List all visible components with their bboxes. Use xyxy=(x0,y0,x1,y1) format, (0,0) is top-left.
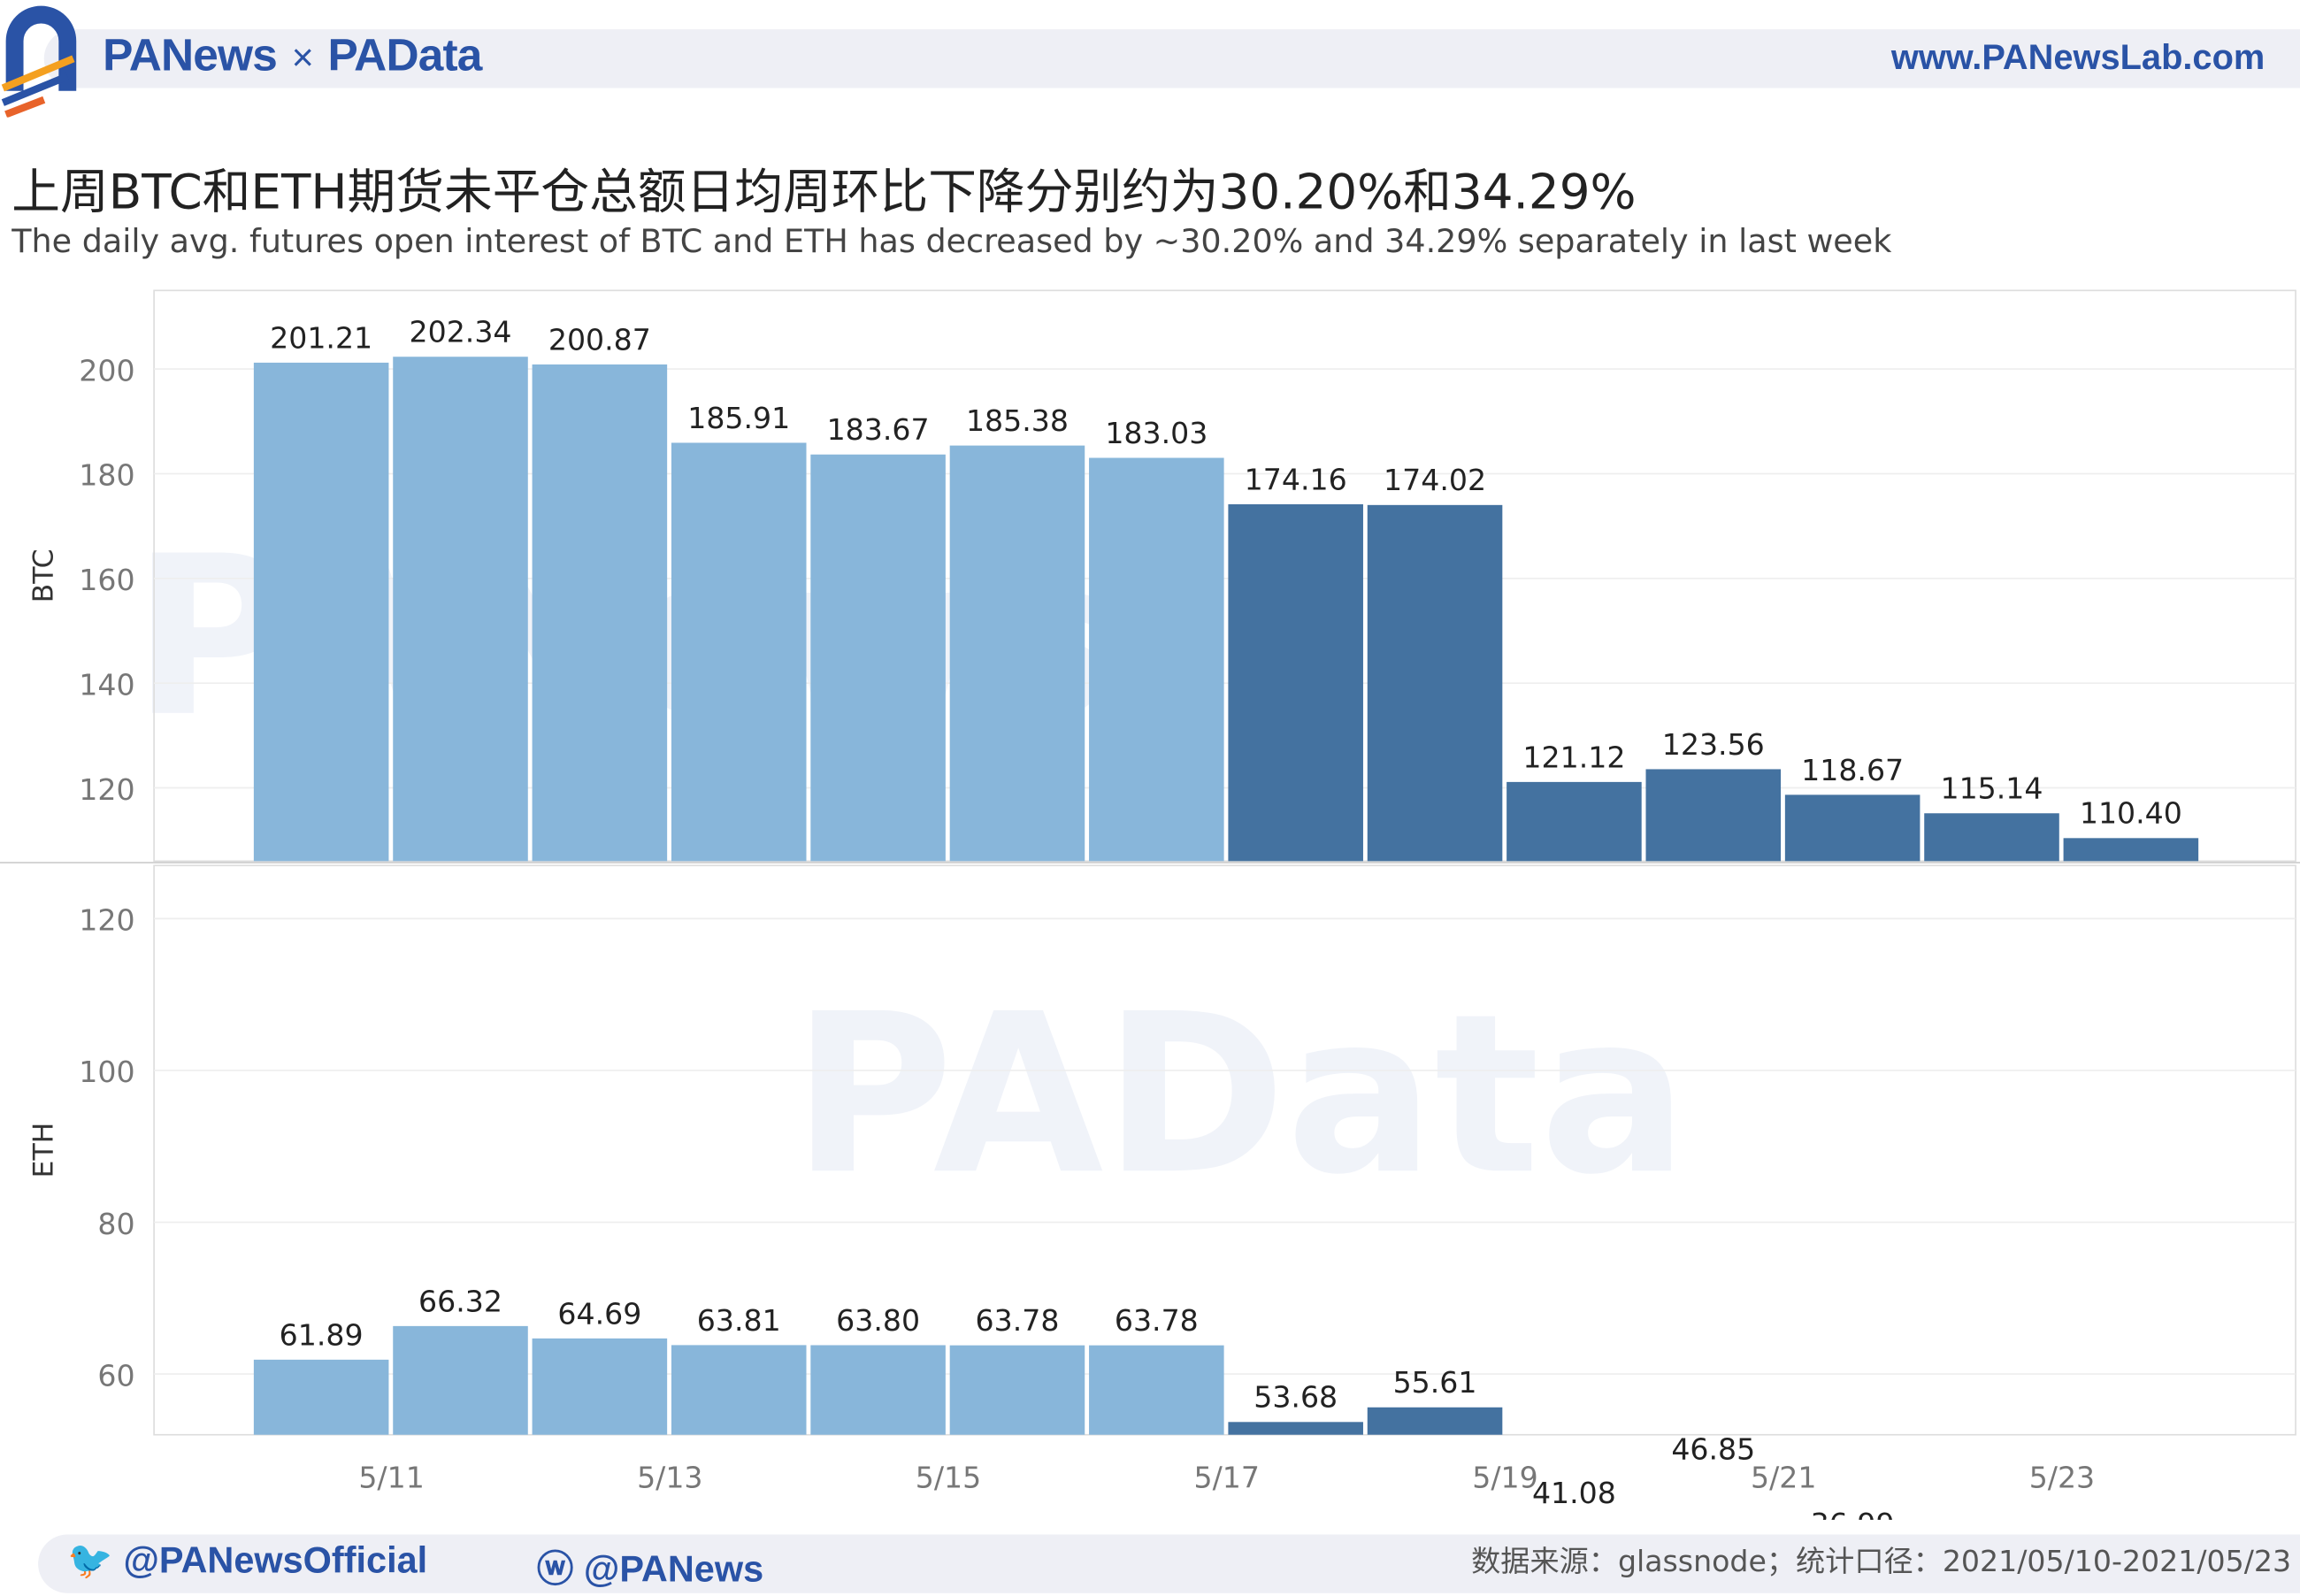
data-label: 64.69 xyxy=(557,1296,641,1331)
chart-subtitle: The daily avg. futures open interest of … xyxy=(12,224,1892,262)
data-label: 185.91 xyxy=(687,401,790,435)
data-label: 174.16 xyxy=(1245,462,1347,496)
data-label: 53.68 xyxy=(1254,1380,1338,1415)
data-label: 121.12 xyxy=(1522,740,1625,774)
bar-btc-5/20 xyxy=(1645,769,1782,862)
y-tick-label: 100 xyxy=(79,1055,134,1089)
y-axis-label: BTC xyxy=(28,549,60,602)
x-tick-label: 5/19 xyxy=(1472,1460,1537,1494)
data-label: 115.14 xyxy=(1940,771,2043,806)
data-label: 63.78 xyxy=(976,1303,1060,1338)
data-label: 123.56 xyxy=(1662,727,1765,762)
bar-eth-5/17 xyxy=(1228,1422,1363,1435)
bar-btc-5/23 xyxy=(2063,838,2199,862)
bar-btc-5/16 xyxy=(1089,457,1224,862)
weibo-icon: ⓦ xyxy=(536,1549,574,1591)
twitter-icon: 🐦 xyxy=(67,1540,113,1582)
chart-title: 上周BTC和ETH期货未平仓总额日均周环比下降分别约为30.20%和34.29% xyxy=(12,163,1637,220)
brand-times: × xyxy=(291,35,314,80)
data-label: 46.85 xyxy=(1671,1431,1755,1466)
bar-eth-5/18 xyxy=(1367,1407,1503,1435)
bar-btc-5/11 xyxy=(393,357,528,862)
y-tick-label: 180 xyxy=(79,458,134,493)
bar-eth-5/10 xyxy=(253,1359,389,1435)
data-label: 63.78 xyxy=(1115,1303,1199,1338)
y-tick-label: 200 xyxy=(79,353,134,387)
data-label: 55.61 xyxy=(1393,1365,1477,1400)
bar-btc-5/21 xyxy=(1784,794,1920,862)
bar-btc-5/13 xyxy=(671,442,807,862)
data-label: 118.67 xyxy=(1801,753,1904,787)
panews-logo-icon xyxy=(1,5,77,118)
data-label: 174.02 xyxy=(1384,463,1486,497)
x-tick-label: 5/21 xyxy=(1751,1460,1816,1494)
data-label: 201.21 xyxy=(270,320,372,355)
y-tick-label: 80 xyxy=(97,1207,134,1241)
header-bar xyxy=(43,29,2300,88)
x-tick-label: 5/23 xyxy=(2029,1460,2095,1494)
bar-eth-5/11 xyxy=(393,1325,528,1435)
y-axis-label: ETH xyxy=(28,1123,60,1178)
chart-area: PANewsPAData120140160180200BTC201.21202.… xyxy=(0,289,2300,1520)
brand-panews: PANews xyxy=(103,29,278,81)
data-label: 36.99 xyxy=(1811,1507,1895,1520)
bar-eth-5/16 xyxy=(1089,1345,1224,1435)
data-label: 66.32 xyxy=(418,1284,502,1318)
watermark-padata: PAData xyxy=(792,966,1688,1223)
x-tick-label: 5/13 xyxy=(637,1460,702,1494)
bar-btc-5/22 xyxy=(1924,813,2059,862)
brand-logo: PANews × PAData xyxy=(103,29,483,82)
bar-btc-5/19 xyxy=(1506,781,1642,862)
data-label: 202.34 xyxy=(410,315,512,349)
data-label: 183.03 xyxy=(1105,416,1208,450)
bar-btc-5/12 xyxy=(532,364,668,862)
footer-bar xyxy=(38,1534,2300,1593)
bar-eth-5/12 xyxy=(532,1338,668,1435)
twitter-handle[interactable]: 🐦 @PANewsOfficial xyxy=(67,1540,427,1583)
data-label: 183.67 xyxy=(827,412,930,447)
bar-btc-5/15 xyxy=(949,445,1085,862)
twitter-text: @PANewsOfficial xyxy=(123,1540,428,1582)
bar-eth-5/14 xyxy=(810,1345,946,1435)
bar-btc-5/18 xyxy=(1367,504,1503,862)
data-label: 41.08 xyxy=(1532,1476,1616,1510)
data-label: 61.89 xyxy=(280,1317,364,1352)
data-label: 200.87 xyxy=(548,322,651,357)
bar-btc-5/10 xyxy=(253,362,389,862)
y-tick-label: 120 xyxy=(79,903,134,938)
y-tick-label: 120 xyxy=(79,772,134,807)
bar-eth-5/13 xyxy=(671,1345,807,1435)
y-tick-label: 140 xyxy=(79,667,134,702)
website-url[interactable]: www.PANewsLab.com xyxy=(1890,38,2266,78)
data-label: 63.81 xyxy=(697,1303,781,1338)
weibo-handle[interactable]: ⓦ @PANews xyxy=(537,1540,763,1593)
bar-eth-5/15 xyxy=(949,1345,1085,1435)
data-label: 185.38 xyxy=(966,403,1069,438)
bar-btc-5/17 xyxy=(1228,504,1363,862)
data-source: 数据来源：glassnode；统计口径：2021/05/10-2021/05/2… xyxy=(1471,1543,2292,1579)
y-tick-label: 60 xyxy=(97,1358,134,1393)
x-tick-label: 5/11 xyxy=(358,1460,424,1494)
bar-btc-5/14 xyxy=(810,454,946,862)
x-tick-label: 5/15 xyxy=(916,1460,981,1494)
x-tick-label: 5/17 xyxy=(1194,1460,1260,1494)
panel-frame xyxy=(153,289,2296,863)
data-label: 110.40 xyxy=(2080,796,2182,831)
panel-frame xyxy=(153,864,2296,1436)
weibo-text: @PANews xyxy=(583,1549,764,1591)
y-tick-label: 160 xyxy=(79,563,134,597)
brand-padata: PAData xyxy=(327,29,483,81)
data-label: 63.80 xyxy=(836,1303,920,1338)
